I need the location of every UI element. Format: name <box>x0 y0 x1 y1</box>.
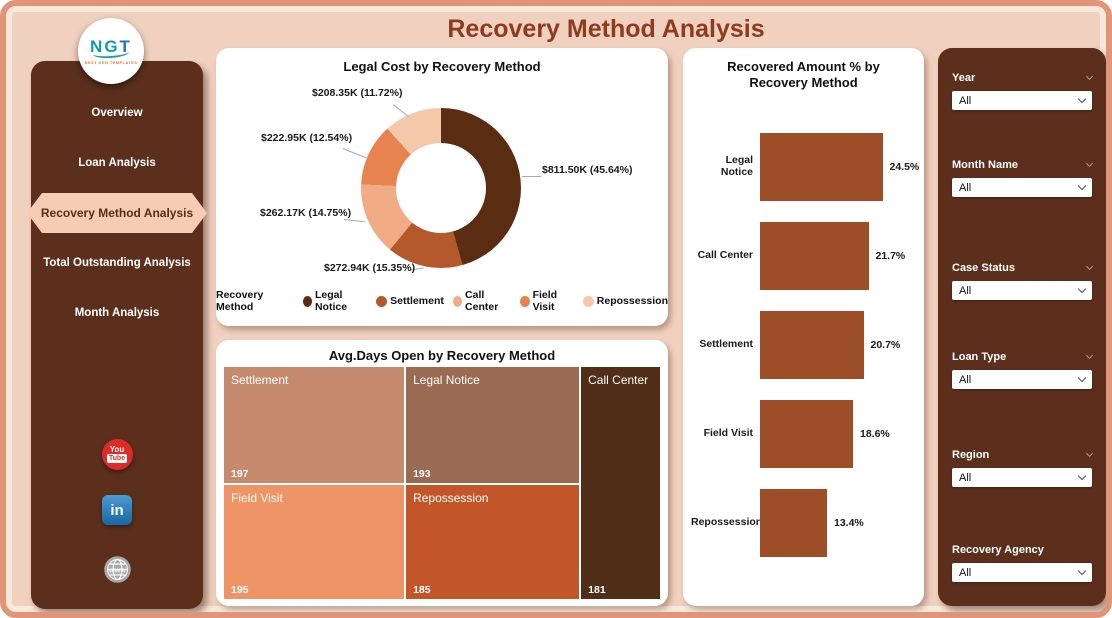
logo-subtext: NEXT GEN TEMPLATES <box>84 59 138 65</box>
legend-item-field-visit[interactable]: Field Visit <box>520 289 573 313</box>
donut-label-settlement: $272.94K (15.35%) <box>324 262 416 274</box>
recovery-agency-dropdown[interactable]: All <box>952 563 1092 582</box>
donut-label-repossession: $208.35K (11.72%) <box>312 87 403 99</box>
chevron-down-icon <box>1077 373 1087 383</box>
website-link[interactable]: www <box>31 555 203 589</box>
treemap-chart: Settlement 197 Field Visit 195 Legal Not… <box>224 367 660 599</box>
bar-chart: Legal Notice 24.5% Call Center 21.7% Set… <box>683 122 924 567</box>
callout-line <box>522 176 541 177</box>
filter-month-name: Month Name All <box>952 159 1094 197</box>
chart-title-legal-cost: Legal Cost by Recovery Method <box>343 59 541 74</box>
loan-type-dropdown[interactable]: All <box>952 370 1092 389</box>
chart-title-recovered-amount: Recovered Amount % by Recovery Method <box>727 59 880 91</box>
chevron-down-icon <box>1077 566 1087 576</box>
chevron-down-icon[interactable] <box>1085 262 1094 271</box>
filter-loan-type: Loan Type All <box>952 351 1094 389</box>
legal-cost-panel: Legal Cost by Recovery Method $811.50K (… <box>216 48 668 326</box>
legend-item-repossession[interactable]: Repossession <box>582 295 668 307</box>
region-dropdown[interactable]: All <box>952 468 1092 487</box>
filter-panel: Year All Month Name All Case Status <box>938 48 1106 606</box>
svg-text:www: www <box>108 566 126 575</box>
chevron-down-icon[interactable] <box>1085 159 1094 168</box>
chevron-down-icon <box>1077 94 1087 104</box>
brand-logo: NGT NEXT GEN TEMPLATES <box>78 18 144 84</box>
donut-hole <box>396 143 486 233</box>
legend-item-settlement[interactable]: Settlement <box>376 295 444 307</box>
bar-settlement[interactable] <box>760 310 864 379</box>
treemap-cell-field-visit[interactable]: Field Visit 195 <box>224 485 405 599</box>
sidebar-item-loan-analysis[interactable]: Loan Analysis <box>78 157 156 169</box>
legend-dot <box>520 295 530 307</box>
filter-header[interactable]: Case Status <box>952 262 1094 274</box>
donut-label-call-center: $262.17K (14.75%) <box>260 207 352 219</box>
treemap-cell-settlement[interactable]: Settlement 197 <box>224 367 405 483</box>
chart-title-avg-days-open: Avg.Days Open by Recovery Method <box>328 348 556 363</box>
bar-row-repossession: Repossession 13.4% <box>683 478 924 567</box>
filter-case-status: Case Status All <box>952 262 1094 300</box>
recovered-amount-panel: Recovered Amount % by Recovery Method Le… <box>683 48 924 606</box>
donut-label-field-visit: $222.95K (12.54%) <box>261 132 353 144</box>
chevron-down-icon[interactable] <box>1085 449 1094 458</box>
filter-recovery-agency: Recovery Agency All <box>952 544 1092 582</box>
callout-line <box>343 219 365 223</box>
youtube-link[interactable]: You Tube <box>31 439 203 470</box>
chevron-down-icon[interactable] <box>1085 351 1094 360</box>
filter-header[interactable]: Year <box>952 72 1094 84</box>
treemap-cell-repossession[interactable]: Repossession 185 <box>406 485 580 599</box>
year-dropdown[interactable]: All <box>952 91 1092 110</box>
chevron-down-icon <box>1077 181 1087 191</box>
callout-line <box>342 148 367 159</box>
avg-days-open-panel: Avg.Days Open by Recovery Method Settlem… <box>216 340 668 606</box>
sidebar: NGT NEXT GEN TEMPLATES Overview Loan Ana… <box>31 18 203 609</box>
legend-item-legal-notice[interactable]: Legal Notice <box>302 289 367 313</box>
bar-call-center[interactable] <box>760 221 869 290</box>
treemap-cell-legal-notice[interactable]: Legal Notice 193 <box>406 367 580 483</box>
callout-line <box>392 104 410 118</box>
bar-legal-notice[interactable] <box>760 132 883 201</box>
filter-header[interactable]: Region <box>952 449 1094 461</box>
filter-header[interactable]: Recovery Agency <box>952 544 1044 556</box>
filter-header[interactable]: Loan Type <box>952 351 1094 363</box>
donut-chart[interactable] <box>361 108 521 268</box>
filter-header[interactable]: Month Name <box>952 159 1094 171</box>
treemap-cell-call-center[interactable]: Call Center 181 <box>581 367 660 599</box>
legend-title: Recovery Method <box>216 289 264 313</box>
donut-label-legal-notice: $811.50K (45.64%) <box>542 164 633 176</box>
legend-dot <box>582 295 594 307</box>
bar-row-field-visit: Field Visit 18.6% <box>683 389 924 478</box>
legend-item-call-center[interactable]: Call Center <box>452 289 512 313</box>
filter-year: Year All <box>952 72 1094 110</box>
bar-row-settlement: Settlement 20.7% <box>683 300 924 389</box>
chevron-down-icon <box>1077 284 1087 294</box>
legend-dot <box>376 295 388 307</box>
bar-repossession[interactable] <box>760 488 827 557</box>
bar-row-call-center: Call Center 21.7% <box>683 211 924 300</box>
page-title: Recovery Method Analysis <box>447 15 765 43</box>
chevron-down-icon[interactable] <box>1085 72 1094 81</box>
bar-field-visit[interactable] <box>760 399 853 468</box>
globe-icon[interactable]: www <box>103 555 132 589</box>
linkedin-link[interactable]: in <box>31 495 203 525</box>
legend-dot <box>452 295 463 307</box>
youtube-icon[interactable]: You Tube <box>101 439 133 470</box>
logo-text: NGT <box>90 36 132 56</box>
sidebar-item-recovery-method-analysis[interactable]: Recovery Method Analysis <box>27 193 207 233</box>
donut-legend: Recovery Method Legal Notice Settlement … <box>216 289 668 313</box>
bar-row-legal-notice: Legal Notice 24.5% <box>683 122 924 211</box>
filter-region: Region All <box>952 449 1094 487</box>
legend-dot <box>302 295 312 307</box>
sidebar-item-overview[interactable]: Overview <box>91 107 143 119</box>
month-name-dropdown[interactable]: All <box>952 178 1092 197</box>
linkedin-icon[interactable]: in <box>102 495 132 525</box>
sidebar-item-total-outstanding-analysis[interactable]: Total Outstanding Analysis <box>43 257 191 269</box>
chevron-down-icon <box>1077 471 1087 481</box>
case-status-dropdown[interactable]: All <box>952 281 1092 300</box>
sidebar-item-month-analysis[interactable]: Month Analysis <box>74 307 160 319</box>
